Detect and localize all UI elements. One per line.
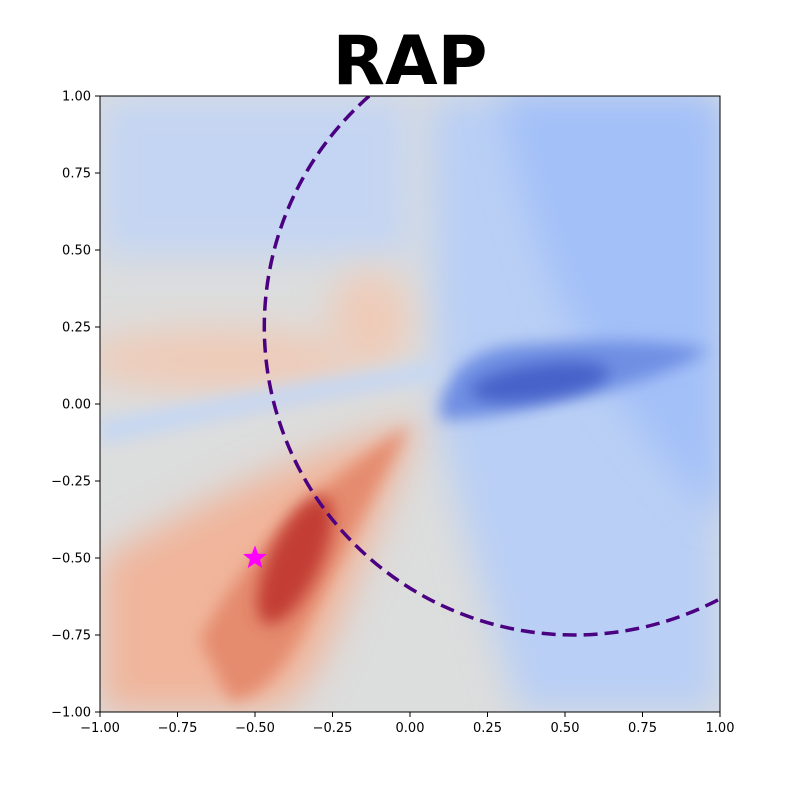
x-tick-label: 1.00 xyxy=(706,721,735,736)
x-tick-label: −0.75 xyxy=(158,721,198,736)
chart-title: RAP xyxy=(333,22,488,101)
x-tick-label: −0.25 xyxy=(313,721,353,736)
y-tick-label: 0.75 xyxy=(62,167,91,182)
heatmap-positive-band xyxy=(100,328,360,392)
y-tick-label: −0.25 xyxy=(51,475,91,490)
boundary-circle xyxy=(262,96,720,637)
heatmap-positive-patch xyxy=(330,270,410,370)
x-tick-label: −0.50 xyxy=(235,721,275,736)
heatmap-positive-core xyxy=(257,495,333,625)
y-tick-label: 0.50 xyxy=(62,244,91,259)
x-tick-label: 0.00 xyxy=(396,721,425,736)
star-marker xyxy=(242,545,268,569)
heatmap-negative-core xyxy=(470,361,610,403)
y-tick-label: 0.00 xyxy=(62,398,91,413)
boundary-circle-layer xyxy=(262,96,720,637)
heatmap xyxy=(100,96,720,712)
heatmap-region-upper-left xyxy=(100,96,410,256)
x-tick-label: 0.50 xyxy=(551,721,580,736)
heatmap-crossing-band xyxy=(100,360,440,445)
x-axis: −1.00 −0.75 −0.50 −0.25 0.00 0.25 0.50 0.75 1.00 xyxy=(80,712,734,736)
y-axis: −1.00 −0.75 −0.50 −0.25 0.00 0.25 0.50 0.75 1.00 xyxy=(51,90,100,721)
x-tick-label: 0.25 xyxy=(473,721,502,736)
y-tick-label: 1.00 xyxy=(62,90,91,105)
y-tick-label: −0.75 xyxy=(51,629,91,644)
y-tick-label: −1.00 xyxy=(51,706,91,721)
y-tick-label: −0.50 xyxy=(51,552,91,567)
y-tick-label: 0.25 xyxy=(62,321,91,336)
heatmap-region-upper-right xyxy=(500,96,720,520)
marker-layer xyxy=(242,545,268,569)
x-tick-label: 0.75 xyxy=(628,721,657,736)
x-tick-label: −1.00 xyxy=(80,721,120,736)
